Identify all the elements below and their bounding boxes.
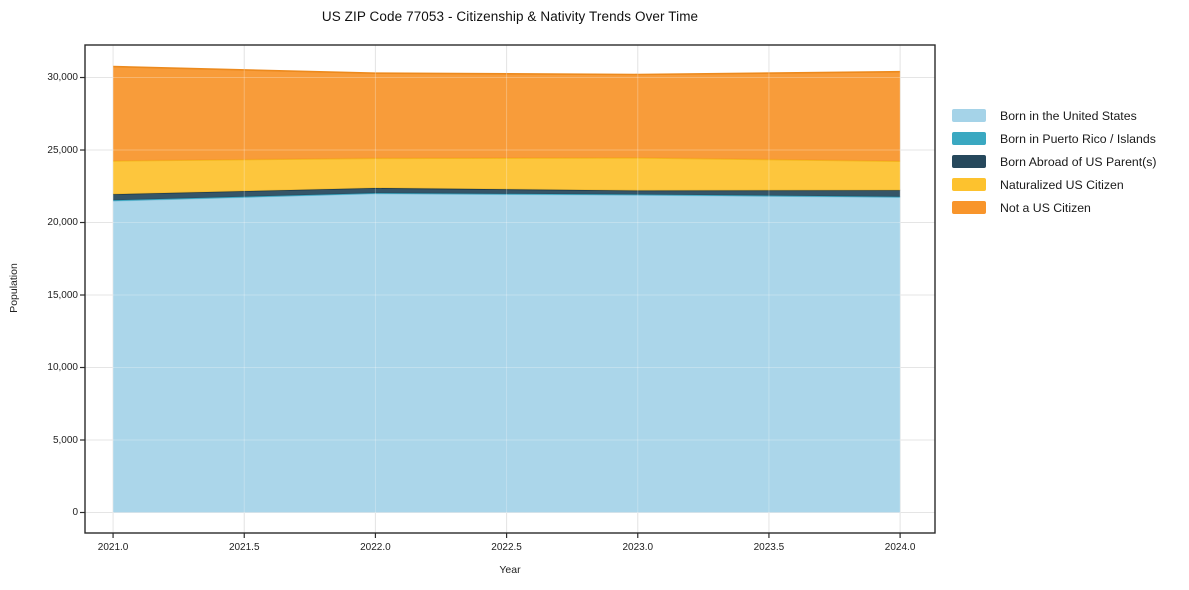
x-tick-label: 2021.5 — [228, 542, 260, 553]
y-tick-label: 30,000 — [47, 72, 78, 84]
legend-label: Naturalized US Citizen — [1000, 177, 1124, 192]
edge-not-a-us-citizen — [113, 65, 901, 76]
legend-item: Born in the United States — [952, 104, 1157, 127]
edge-born-abroad-of-us-parent-s- — [113, 187, 901, 195]
legend-swatch-icon — [952, 178, 986, 191]
y-tick-label: 15,000 — [47, 289, 78, 301]
legend-label: Born in Puerto Rico / Islands — [1000, 131, 1156, 146]
y-tick-label: 10,000 — [47, 362, 78, 373]
x-tick-label: 2024.0 — [884, 542, 916, 553]
x-axis-label: Year — [499, 564, 521, 576]
legend-swatch-icon — [952, 155, 986, 168]
chart-title: US ZIP Code 77053 - Citizenship & Nativi… — [321, 9, 699, 24]
x-tick-label: 2023.0 — [622, 542, 654, 553]
area-born-in-the-united-states — [113, 193, 901, 513]
legend-item: Naturalized US Citizen — [952, 173, 1157, 196]
x-tick-label: 2021.0 — [97, 542, 129, 553]
edge-born-in-puerto-rico-islands — [113, 192, 901, 202]
legend: Born in the United States Born in Puerto … — [952, 104, 1157, 219]
legend-swatch-icon — [952, 201, 986, 214]
y-tick-label: 20,000 — [47, 217, 78, 228]
x-tick-label: 2022.5 — [491, 542, 522, 553]
legend-label: Born in the United States — [1000, 108, 1137, 123]
legend-item: Not a US Citizen — [952, 196, 1157, 219]
legend-label: Born Abroad of US Parent(s) — [1000, 154, 1157, 169]
area-not-a-us-citizen — [113, 66, 901, 162]
y-axis-label: Population — [8, 263, 20, 313]
x-tick-label: 2023.5 — [753, 542, 785, 553]
legend-item: Born Abroad of US Parent(s) — [952, 150, 1157, 173]
legend-item: Born in Puerto Rico / Islands — [952, 127, 1157, 150]
area-naturalized-us-citizen — [113, 157, 901, 195]
legend-swatch-icon — [952, 109, 986, 122]
y-tick-label: 25,000 — [47, 144, 78, 156]
y-tick-label: 5,000 — [52, 434, 78, 446]
x-tick-label: 2022.0 — [360, 542, 391, 553]
y-tick-label: 0 — [72, 506, 78, 518]
legend-label: Not a US Citizen — [1000, 200, 1091, 215]
legend-swatch-icon — [952, 132, 986, 145]
plot-frame — [84, 44, 936, 534]
